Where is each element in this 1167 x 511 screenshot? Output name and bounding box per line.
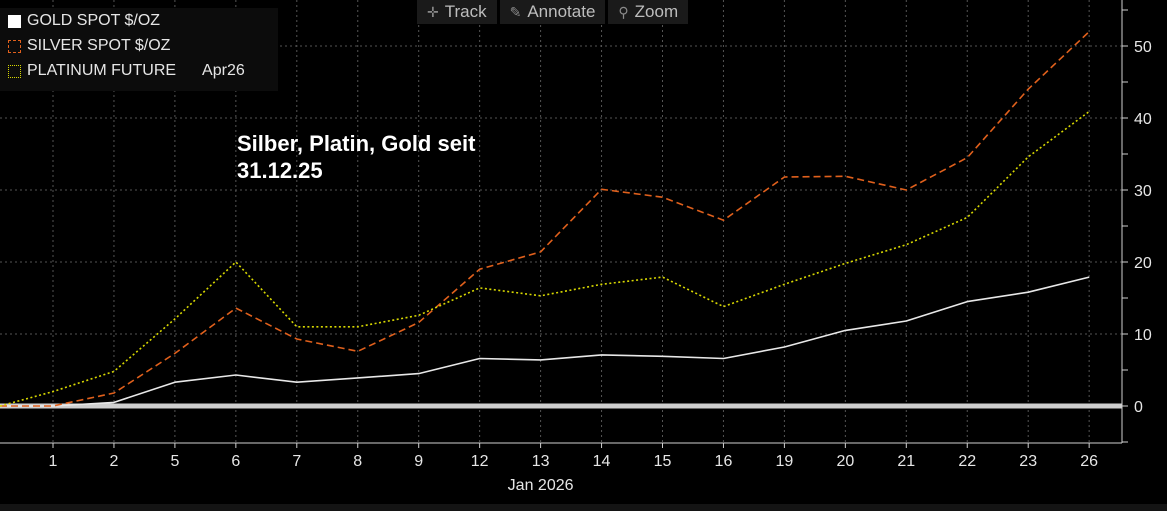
x-axis-label: Jan 2026 [508,477,574,494]
y-tick-label: 10 [1134,327,1152,344]
x-tick-label: 2 [109,453,118,470]
y-tick-label: 30 [1134,183,1152,200]
x-tick-label: 22 [958,453,976,470]
x-tick-label: 6 [231,453,240,470]
legend: GOLD SPOT $/OZ SILVER SPOT $/OZ PLATINUM… [0,8,278,91]
series-line-gold [0,276,1090,407]
gold-swatch [8,14,21,28]
x-tick-label: 13 [532,453,550,470]
x-tick-label: 16 [715,453,733,470]
x-tick-label: 15 [654,453,672,470]
legend-item-silver[interactable]: SILVER SPOT $/OZ [8,37,170,55]
pencil-icon: ✎ [509,4,522,20]
x-tick-label: 19 [776,453,794,470]
track-button[interactable]: ✛ Track [417,0,497,24]
x-tick-label: 1 [49,453,58,470]
zoom-button[interactable]: ⚲ Zoom [608,0,689,24]
series-line-silver [0,31,1090,407]
crosshair-icon: ✛ [427,4,439,20]
legend-item-platinum[interactable]: PLATINUM FUTURE Apr26 [8,62,245,80]
annotation-line-2: 31.12.25 [237,158,323,183]
x-tick-label: 20 [836,453,854,470]
x-tick-label: 21 [897,453,915,470]
magnifier-icon: ⚲ [618,4,629,20]
x-tick-label: 8 [353,453,362,470]
track-label: Track [444,2,487,21]
platinum-swatch [8,64,21,78]
x-tick-label: 5 [170,453,179,470]
chart-toolbar: ✛ Track ✎ Annotate ⚲ Zoom [417,0,689,24]
legend-contract-platinum: Apr26 [202,62,245,79]
zoom-label: Zoom [634,2,679,21]
y-tick-label: 0 [1134,399,1143,416]
y-tick-label: 50 [1134,39,1152,56]
legend-label-platinum: PLATINUM FUTURE [27,62,177,79]
x-tick-label: 14 [593,453,611,470]
x-tick-label: 12 [471,453,489,470]
series-lines [0,31,1090,407]
legend-label-silver: SILVER SPOT $/OZ [27,37,171,54]
legend-label-gold: GOLD SPOT $/OZ [27,12,161,29]
x-tick-label: 23 [1019,453,1037,470]
series-line-platinum [0,110,1090,407]
y-tick-label: 20 [1134,255,1152,272]
bottom-bar [0,504,1167,511]
annotate-button[interactable]: ✎ Annotate [499,0,606,24]
legend-item-gold[interactable]: GOLD SPOT $/OZ [8,12,160,30]
chart-annotation: Silber, Platin, Gold seit 31.12.25 [237,130,597,184]
annotate-label: Annotate [527,2,596,21]
y-tick-label: 40 [1134,111,1152,128]
annotation-line-1: Silber, Platin, Gold seit [237,131,476,156]
x-tick-label: 7 [292,453,301,470]
x-tick-label: 9 [414,453,423,470]
silver-swatch [8,39,21,53]
x-tick-label: 26 [1080,453,1098,470]
